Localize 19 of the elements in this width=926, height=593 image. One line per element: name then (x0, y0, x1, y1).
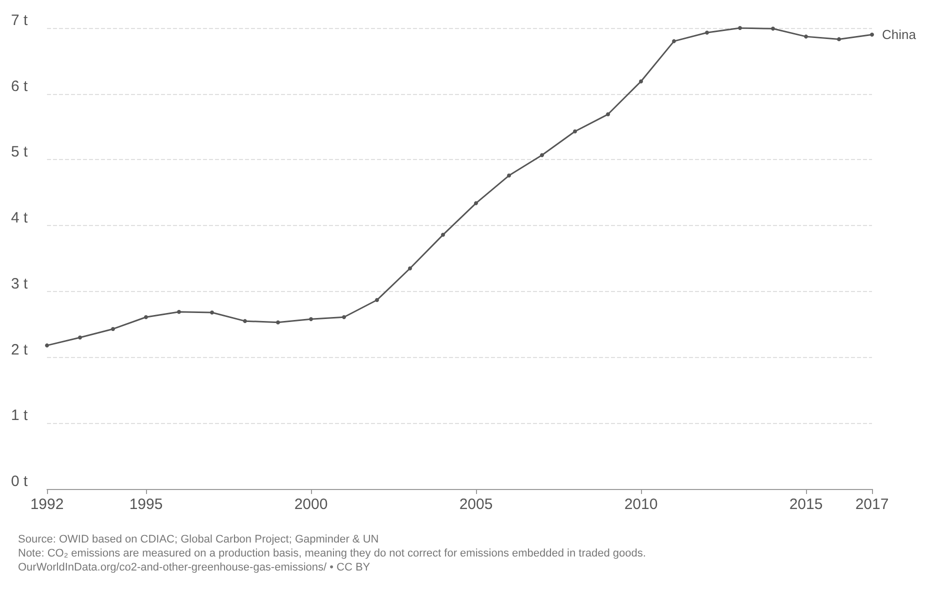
x-tick-label: 1995 (129, 496, 163, 513)
source-note: Source: OWID based on CDIAC; Global Carbon Project; Gapminder & UN (18, 534, 379, 546)
y-tick-label: 0 t (11, 473, 29, 490)
x-tick-label: 2000 (294, 496, 328, 513)
text: Note: CO₂ emissions are measured on a production basis, meaning they do not correct for emissions embedded in traded goods. (18, 548, 646, 560)
y-tick-label: 6 t (11, 78, 29, 95)
text: OurWorldInData.org/co2-and-other-greenhouse-gas-emissions/ • CC BY (18, 562, 371, 574)
x-tick-label: 2017 (855, 496, 889, 513)
x-tick-label: 1992 (30, 496, 64, 513)
y-tick-label: 5 t (11, 144, 29, 161)
y-tick-label: 3 t (11, 275, 29, 292)
x-tick-label: 2005 (459, 496, 493, 513)
series-label: China (882, 27, 917, 42)
y-tick-label: 2 t (11, 341, 29, 358)
x-tick-label: 2010 (624, 496, 658, 513)
y-tick-label: 1 t (11, 407, 29, 424)
y-tick-label: 7 t (11, 12, 29, 29)
x-tick-label: 2015 (789, 496, 823, 513)
y-tick-label: 4 t (11, 210, 29, 227)
